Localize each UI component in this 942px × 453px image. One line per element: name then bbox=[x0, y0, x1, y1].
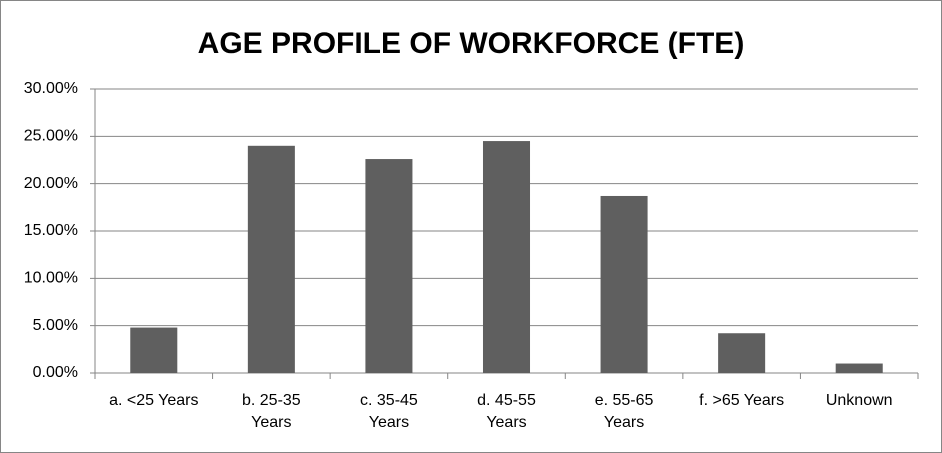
y-tick-label: 10.00% bbox=[24, 270, 78, 287]
x-tick-label: e. 55-65 Years bbox=[594, 392, 654, 431]
x-tick-label: a. <25 Years bbox=[109, 392, 199, 409]
y-tick-label: 0.00% bbox=[33, 364, 78, 381]
chart-title: AGE PROFILE OF WORKFORCE (FTE) bbox=[198, 27, 745, 60]
y-tick-label: 5.00% bbox=[33, 317, 78, 334]
x-tick-label: f. >65 Years bbox=[699, 392, 785, 409]
bar bbox=[247, 145, 295, 373]
x-tick-label: Unknown bbox=[825, 392, 893, 409]
bar bbox=[365, 159, 413, 373]
bar bbox=[482, 141, 531, 373]
y-tick-label: 20.00% bbox=[24, 175, 78, 192]
bar bbox=[718, 333, 766, 373]
bar bbox=[130, 327, 178, 373]
y-tick-label: 30.00% bbox=[24, 80, 78, 97]
x-tick-label: d. 45-55 Years bbox=[477, 392, 536, 431]
bar bbox=[600, 195, 648, 373]
x-tick-label: b. 25-35 Years bbox=[241, 392, 301, 431]
bar bbox=[835, 363, 883, 373]
y-tick-label: 25.00% bbox=[24, 128, 78, 145]
y-tick-label: 15.00% bbox=[24, 222, 78, 239]
x-tick-label: c. 35-45 Years bbox=[360, 392, 418, 431]
